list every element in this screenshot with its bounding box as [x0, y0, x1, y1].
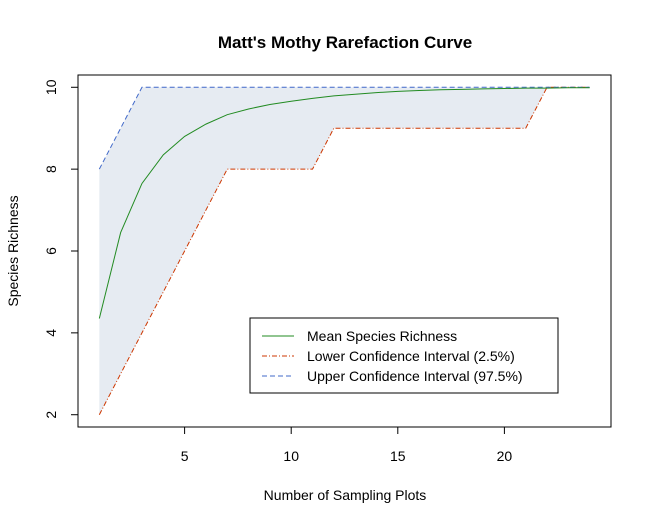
y-tick-label: 6 — [43, 247, 59, 255]
chart-title: Matt's Mothy Rarefaction Curve — [218, 33, 472, 52]
legend: Mean Species Richness Lower Confidence I… — [249, 317, 559, 394]
y-tick-label: 10 — [43, 79, 59, 95]
y-axis: 2 4 6 8 10 — [43, 79, 78, 419]
plot-area — [98, 86, 590, 415]
x-tick-label: 15 — [390, 448, 406, 464]
y-tick-label: 4 — [43, 329, 59, 337]
legend-box — [249, 317, 559, 394]
y-axis-label: Species Richness — [5, 195, 21, 306]
x-axis: 5 10 15 20 — [181, 427, 513, 464]
x-tick-label: 10 — [283, 448, 299, 464]
lower-ci-line — [98, 86, 590, 415]
upper-ci-line — [98, 86, 590, 170]
legend-label-upper: Upper Confidence Interval (97.5%) — [307, 368, 523, 384]
legend-label-lower: Lower Confidence Interval (2.5%) — [307, 348, 515, 364]
x-tick-label: 20 — [497, 448, 513, 464]
x-tick-label: 5 — [181, 448, 189, 464]
y-tick-label: 8 — [43, 165, 59, 173]
legend-label-mean: Mean Species Richness — [307, 328, 457, 344]
x-axis-label: Number of Sampling Plots — [264, 487, 427, 503]
mean-richness-line — [98, 87, 590, 319]
confidence-band — [99, 87, 590, 415]
y-tick-label: 2 — [43, 411, 59, 419]
